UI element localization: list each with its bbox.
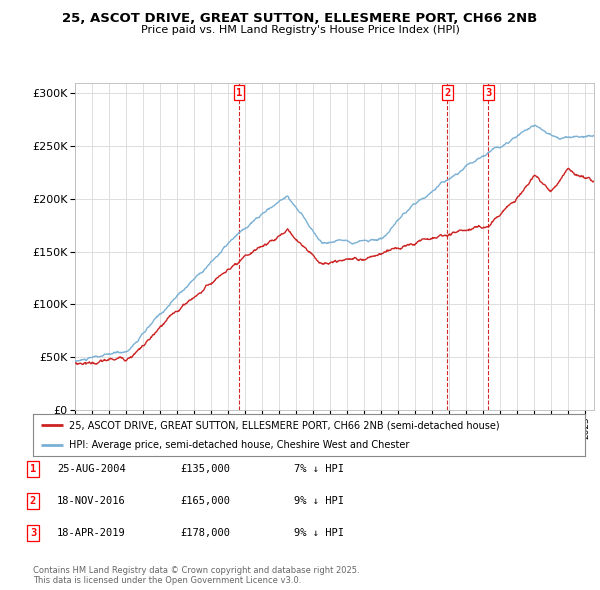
Text: £178,000: £178,000 [180,528,230,537]
Text: 2: 2 [30,496,36,506]
Text: Contains HM Land Registry data © Crown copyright and database right 2025.
This d: Contains HM Land Registry data © Crown c… [33,566,359,585]
Text: 18-APR-2019: 18-APR-2019 [57,528,126,537]
Text: 1: 1 [236,87,242,97]
Text: 9% ↓ HPI: 9% ↓ HPI [294,528,344,537]
Text: 3: 3 [485,87,491,97]
Text: 25, ASCOT DRIVE, GREAT SUTTON, ELLESMERE PORT, CH66 2NB (semi-detached house): 25, ASCOT DRIVE, GREAT SUTTON, ELLESMERE… [69,420,500,430]
Text: 7% ↓ HPI: 7% ↓ HPI [294,464,344,474]
Text: HPI: Average price, semi-detached house, Cheshire West and Chester: HPI: Average price, semi-detached house,… [69,440,409,450]
Text: 18-NOV-2016: 18-NOV-2016 [57,496,126,506]
Text: 25, ASCOT DRIVE, GREAT SUTTON, ELLESMERE PORT, CH66 2NB: 25, ASCOT DRIVE, GREAT SUTTON, ELLESMERE… [62,12,538,25]
Text: 25-AUG-2004: 25-AUG-2004 [57,464,126,474]
Text: 3: 3 [30,528,36,537]
Text: 1: 1 [30,464,36,474]
Text: £165,000: £165,000 [180,496,230,506]
Text: £135,000: £135,000 [180,464,230,474]
Text: Price paid vs. HM Land Registry's House Price Index (HPI): Price paid vs. HM Land Registry's House … [140,25,460,35]
Text: 2: 2 [444,87,451,97]
Text: 9% ↓ HPI: 9% ↓ HPI [294,496,344,506]
